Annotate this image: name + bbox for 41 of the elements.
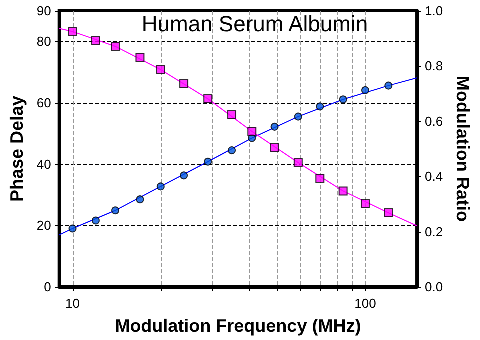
point bbox=[204, 158, 212, 166]
point bbox=[338, 186, 348, 196]
point bbox=[361, 86, 370, 94]
y-axis-title: Phase Delay bbox=[7, 96, 27, 202]
point bbox=[294, 158, 303, 168]
y2-tick-label: 0.2 bbox=[425, 224, 444, 240]
point bbox=[136, 53, 145, 62]
point bbox=[136, 196, 144, 204]
y-tick-label: 80 bbox=[36, 34, 52, 50]
point bbox=[316, 174, 325, 184]
point bbox=[68, 27, 78, 36]
point bbox=[384, 82, 393, 90]
point bbox=[91, 36, 100, 46]
point bbox=[384, 208, 394, 218]
x-axis-title: Modulation Frequency (MHz) bbox=[115, 316, 362, 336]
point bbox=[316, 102, 324, 111]
point bbox=[204, 94, 213, 104]
point bbox=[270, 143, 280, 152]
y2-tick-label: 0.8 bbox=[425, 58, 444, 74]
y2-tick-label: 0.4 bbox=[425, 169, 444, 184]
y-tick-label: 60 bbox=[36, 96, 52, 110]
x-tick-label: 10 bbox=[66, 296, 80, 311]
point bbox=[92, 216, 100, 225]
point bbox=[180, 172, 188, 180]
y2-tick-label: 0.6 bbox=[425, 114, 444, 129]
y-tick-label: 0 bbox=[44, 280, 52, 294]
point bbox=[270, 122, 279, 131]
y-tick-label: 40 bbox=[36, 156, 52, 172]
point bbox=[180, 79, 189, 88]
chart-title: Human Serum Albumin bbox=[142, 12, 368, 36]
y-tick-label: 90 bbox=[36, 4, 52, 18]
point bbox=[294, 112, 302, 121]
y-tick-label: 20 bbox=[36, 218, 52, 234]
y2-tick-label: 0.0 bbox=[425, 280, 444, 294]
y2-axis-title: Modulation Ratio bbox=[453, 76, 473, 222]
point bbox=[360, 199, 370, 208]
x-tick-label: 100 bbox=[354, 296, 376, 311]
point bbox=[339, 96, 348, 104]
point bbox=[248, 127, 257, 136]
y2-tick-label: 1.0 bbox=[425, 4, 444, 18]
point bbox=[68, 224, 77, 233]
